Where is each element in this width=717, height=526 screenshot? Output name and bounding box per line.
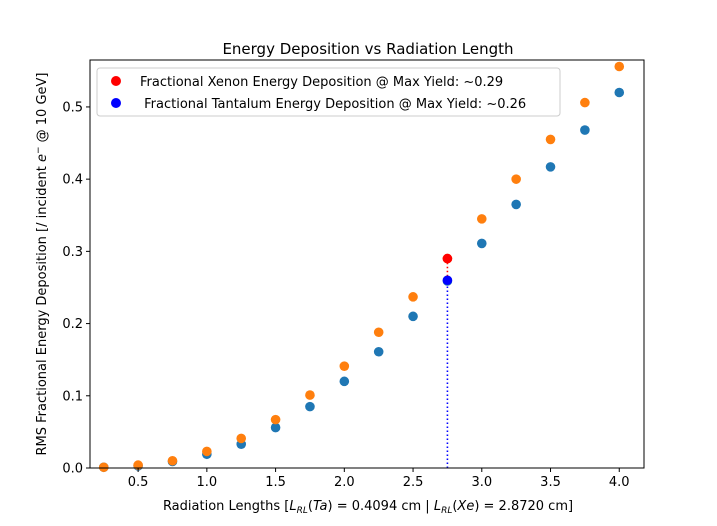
y-tick-label-1: 0.1 [62,389,83,404]
series-0-point-5 [270,422,281,433]
series-1-point-2 [167,455,178,466]
axes-frame [89,59,645,469]
series-1-point-12 [511,174,521,184]
x-tick-label-3: 2.0 [334,475,355,490]
plot-area [98,61,625,473]
x-tick-label-7: 4.0 [609,475,630,490]
x-tick-label-4: 2.5 [403,475,424,490]
legend: Fractional Xenon Energy Deposition @ Max… [96,67,561,117]
series-1-point-14 [580,97,590,108]
x-axis-label: Radiation Lengths [LRL(Ta) = 0.4094 cm |… [163,499,573,516]
series-1-point-3 [202,446,212,457]
x-tick-label-2: 1.5 [265,475,286,490]
series-0-point-12 [511,199,521,210]
series-1-point-8 [373,327,384,338]
series-1-point-11 [476,214,487,224]
y-tick-label-3: 0.3 [62,245,83,260]
series-0-point-11 [476,238,487,249]
series-1-point-5 [270,414,281,425]
series-0-point-14 [580,125,590,135]
x-tick-label-5: 3.0 [471,475,492,490]
series-1-point-7 [339,361,350,371]
legend-label-xenon: Fractional Xenon Energy Deposition @ Max… [140,75,503,90]
x-tick-label-6: 3.5 [540,475,561,490]
series-1-point-13 [545,134,556,145]
x-axis: 0.5 1.0 1.5 2.0 2.5 3.0 3.5 4.0 [128,468,630,490]
x-tick-label-0: 0.5 [128,475,149,490]
legend-box [96,67,561,117]
x-tick-label-1: 1.0 [197,475,218,490]
legend-marker-tantalum [111,98,121,108]
y-tick-label-2: 0.2 [62,317,83,332]
series-1-point-0 [98,462,109,473]
y-tick-label-4: 0.4 [62,173,83,188]
highlight-point-0 [442,253,453,264]
series-1-point-9 [408,292,418,302]
series-1-point-15 [614,61,625,72]
series-0-point-9 [408,311,418,322]
y-tick-label-5: 0.5 [62,100,83,115]
series-0-point-8 [373,346,384,357]
y-axis-label: RMS Fractional Energy Deposition [/ inci… [34,73,50,456]
series-0-point-13 [545,162,556,172]
series-0-point-15 [614,87,625,98]
legend-label-tantalum: Fractional Tantalum Energy Deposition @ … [140,97,526,112]
series-1-point-6 [305,390,315,400]
series-0-point-6 [305,401,315,412]
y-tick-label-0: 0.0 [62,462,83,477]
series-1-point-4 [236,433,247,444]
legend-marker-xenon [111,76,121,86]
y-axis: 0.0 0.1 0.2 0.3 0.4 0.5 [62,100,90,477]
highlight-point-1 [442,275,453,286]
series-0-point-7 [339,376,350,387]
chart-title: Energy Deposition vs Radiation Length [222,40,513,58]
